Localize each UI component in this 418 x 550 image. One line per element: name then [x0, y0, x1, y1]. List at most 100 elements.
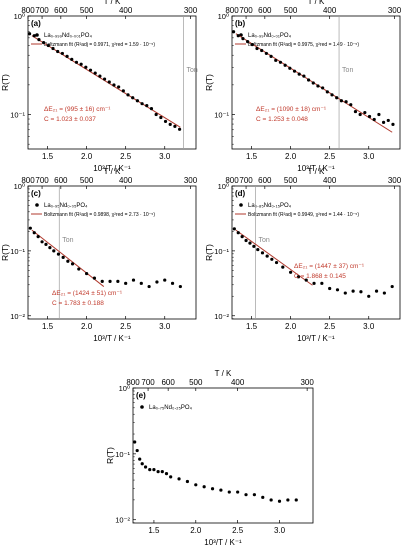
top-tick-label: 400	[231, 378, 245, 387]
data-point	[325, 90, 329, 94]
data-point	[42, 41, 46, 45]
top-tick-label: 600	[258, 6, 272, 15]
data-point	[178, 284, 182, 289]
top-tick-label: 800	[21, 176, 35, 185]
data-point	[88, 68, 93, 72]
data-point	[289, 270, 293, 274]
data-point	[126, 93, 130, 97]
data-point	[32, 34, 36, 38]
y-tick-label: 10⁻¹	[214, 247, 229, 256]
top-tick-label: 800	[225, 176, 239, 185]
data-point	[316, 84, 320, 88]
data-point	[27, 32, 32, 36]
data-point	[236, 490, 240, 494]
x-axis-label: 10³/T / K⁻¹	[297, 164, 335, 173]
data-point	[177, 477, 181, 481]
chart-panel-4: 1.5 2.0 2.5 3.0 10³/T / K⁻¹ 800 700 600 500 400 30…	[204, 167, 402, 343]
plot-frame	[132, 387, 314, 524]
x-tick-label: 1.5	[246, 152, 258, 161]
data-point	[283, 63, 287, 67]
data-point	[335, 288, 340, 292]
x-tick-label: 2.5	[324, 322, 336, 331]
data-point	[124, 281, 128, 285]
data-point	[60, 51, 64, 56]
x-axis-label: 10³/T / K⁻¹	[93, 334, 131, 343]
data-point	[297, 72, 301, 76]
data-point	[77, 267, 81, 271]
data-point	[70, 57, 74, 61]
top-tick-label: 700	[35, 6, 49, 15]
data-point	[40, 240, 44, 244]
x-tick-label: 2.5	[232, 526, 244, 535]
data-point	[353, 109, 358, 114]
top-tick-label: 500	[80, 176, 94, 185]
plot-frame	[231, 15, 401, 150]
ton-label: Ton	[258, 237, 269, 244]
data-point	[377, 112, 381, 117]
data-point	[227, 490, 231, 494]
fit-annotation: ΔE₂₁ = (995 ± 16) cm⁻¹	[44, 106, 111, 113]
top-tick-label: 400	[119, 6, 133, 15]
data-point	[219, 488, 223, 492]
data-point	[244, 238, 248, 243]
y-tick-label: 10⁰	[218, 12, 229, 21]
data-point	[335, 96, 339, 100]
data-point	[194, 483, 198, 487]
chart-panel-2: 1.5 2.0 2.5 3.0 10³/T / K⁻¹ 800 700 600 500 400 30…	[204, 0, 402, 173]
data-point	[131, 278, 136, 282]
x-tick-label: 2.5	[324, 152, 336, 161]
data-point	[160, 470, 164, 474]
data-point	[121, 89, 125, 93]
x-tick-label: 3.0	[159, 322, 171, 331]
data-point	[138, 457, 142, 461]
top-tick-label: 300	[388, 176, 402, 185]
data-point	[240, 235, 244, 239]
x-tick-label: 2.0	[81, 152, 93, 161]
data-point	[302, 74, 306, 78]
plot-frame	[231, 185, 401, 320]
x-tick-label: 2.0	[190, 526, 202, 535]
x-axis-label: 10³/T / K⁻¹	[204, 538, 242, 547]
data-point	[359, 290, 363, 294]
y-tick-label: 10⁻²	[10, 312, 25, 321]
data-point	[32, 231, 36, 235]
fit-line	[31, 229, 105, 287]
data-point	[304, 278, 308, 282]
data-point	[339, 99, 343, 103]
data-point	[390, 284, 394, 289]
data-point	[131, 96, 135, 100]
data-point	[163, 278, 167, 282]
ton-label: Ton	[186, 67, 197, 74]
data-point	[274, 58, 278, 62]
top-axis-label: T / K	[308, 167, 325, 176]
top-tick-label: 300	[184, 6, 198, 15]
data-point	[148, 468, 152, 472]
y-tick-label: 10⁻¹	[115, 450, 130, 459]
top-tick-label: 800	[126, 378, 140, 387]
panel-label: (a)	[31, 19, 41, 28]
legend-fit-label: Boltzmann fit (R²adj = 0.9971, χ²red = 1…	[44, 42, 155, 48]
data-point	[36, 235, 40, 239]
data-point	[84, 65, 88, 69]
data-point	[170, 281, 175, 285]
data-point	[312, 281, 316, 285]
data-point	[367, 294, 371, 298]
data-point	[236, 34, 240, 38]
data-point	[343, 291, 347, 295]
x-tick-label: 1.5	[42, 152, 54, 161]
data-point	[246, 40, 250, 44]
y-tick-label: 10⁰	[14, 182, 25, 191]
data-point	[117, 85, 121, 89]
data-point	[93, 71, 97, 75]
data-point	[177, 127, 182, 131]
data-point	[288, 66, 292, 70]
y-axis-label: R(T)	[204, 244, 214, 261]
data-point	[351, 289, 355, 293]
top-tick-label: 400	[119, 176, 133, 185]
data-point	[344, 100, 348, 104]
data-point	[260, 48, 264, 53]
legend-marker	[35, 33, 39, 37]
legend-series-label: La₀.₉₉₉Nd₀.₀₀₁PO₄	[44, 33, 92, 39]
top-tick-label: 700	[239, 176, 253, 185]
data-point	[260, 251, 265, 255]
